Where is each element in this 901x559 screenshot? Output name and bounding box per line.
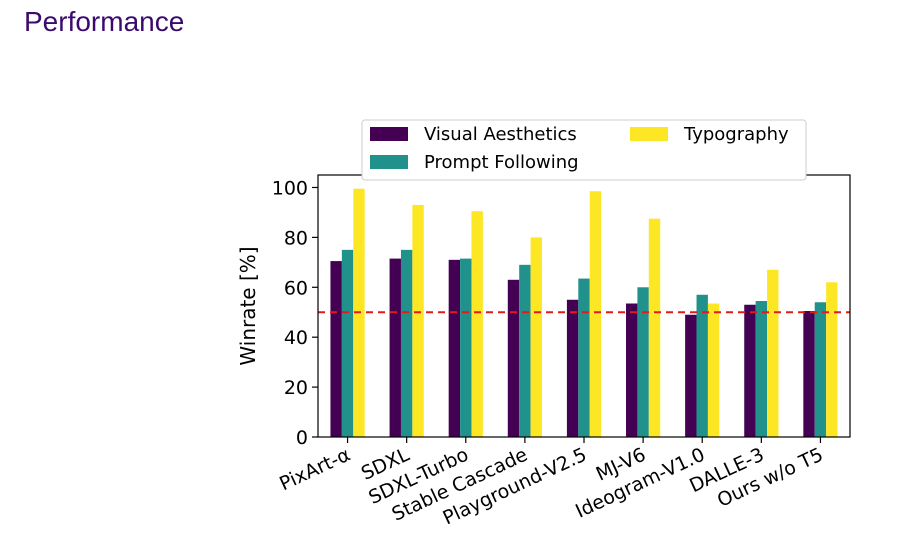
legend-label: Prompt Following [424,152,579,173]
bar-typography-5 [648,218,661,437]
y-tick-label: 20 [284,377,308,399]
bar-visual-aesthetics-5 [626,303,638,437]
y-tick-label: 0 [296,427,308,449]
y-tick-label: 40 [284,327,308,349]
bar-prompt-following-5 [637,287,649,437]
y-axis-label: Winrate [%] [236,246,260,365]
bar-prompt-following-6 [696,294,708,437]
y-tick-label: 80 [284,227,308,249]
bar-prompt-following-4 [578,278,590,437]
bar-visual-aesthetics-2 [448,259,461,437]
legend-swatch [370,127,408,141]
bar-prompt-following-3 [519,264,531,437]
legend-label: Visual Aesthetics [424,124,577,145]
bar-visual-aesthetics-4 [566,299,579,437]
legend-label: Typography [683,124,789,145]
page-title: Performance [24,6,185,37]
y-axis: 0 20 40 60 80 100 [272,177,318,449]
legend-swatch [630,127,668,141]
bar-typography-3 [530,237,542,437]
bar-prompt-following-2 [460,258,472,437]
bar-typography-7 [767,269,779,437]
bar-visual-aesthetics-7 [744,304,756,437]
bar-visual-aesthetics-8 [803,310,815,437]
bar-typography-8 [826,282,838,437]
legend-swatch [370,155,408,169]
legend-box [361,119,807,181]
bar-typography-1 [412,204,424,437]
bar-typography-4 [589,191,602,437]
y-tick-label: 100 [272,177,308,199]
bars-group [330,188,838,437]
x-tick-label: PixArt-α [276,444,353,496]
bar-typography-2 [471,211,483,437]
y-tick-label: 60 [284,277,308,299]
bar-prompt-following-0 [341,249,354,437]
bar-visual-aesthetics-0 [330,261,342,437]
bar-visual-aesthetics-3 [507,279,520,437]
legend: Visual Aesthetics Prompt Following Typogra… [361,119,807,181]
bar-typography-6 [707,303,720,437]
bar-prompt-following-8 [814,302,827,437]
bar-visual-aesthetics-6 [685,314,697,437]
bar-prompt-following-1 [400,249,413,437]
bar-prompt-following-7 [755,301,768,437]
bar-visual-aesthetics-1 [389,258,401,437]
